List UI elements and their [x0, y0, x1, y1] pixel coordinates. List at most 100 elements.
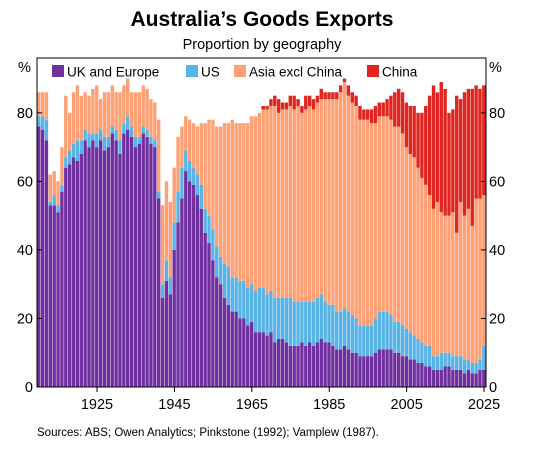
bar-china-1987: [335, 92, 339, 100]
bar-us-1991: [350, 315, 354, 353]
bar-uk-europe-1937: [141, 133, 145, 387]
bar-china-1990: [346, 85, 351, 96]
bar-uk-europe-1950: [191, 184, 196, 387]
bar-asia-2019: [458, 201, 463, 357]
bar-asia-1966: [253, 116, 258, 292]
bar-uk-europe-2020: [462, 373, 467, 387]
bar-china-2014: [439, 81, 443, 213]
bar-us-1977: [296, 301, 300, 346]
bar-us-1981: [311, 301, 316, 346]
bar-us-2004: [400, 325, 405, 357]
bar-us-1939: [149, 136, 153, 144]
bar-us-1996: [369, 325, 374, 357]
bar-asia-1954: [207, 119, 211, 216]
bar-asia-1918: [67, 112, 72, 151]
bar-uk-europe-1960: [230, 311, 234, 387]
bar-asia-1978: [300, 112, 304, 302]
bar-us-1945: [172, 222, 176, 250]
bar-asia-2017: [451, 212, 455, 357]
bar-uk-europe-1983: [319, 339, 323, 387]
bar-uk-europe-1931: [118, 153, 122, 387]
bar-us-2015: [443, 352, 447, 367]
y-tick-label-right: 60: [489, 174, 505, 190]
bar-asia-2001: [389, 119, 393, 316]
bar-us-1986: [331, 304, 335, 346]
bar-uk-europe-1928: [106, 147, 111, 387]
bar-uk-europe-2009: [420, 363, 424, 387]
bar-us-2010: [424, 345, 428, 367]
y-tick-label-right: 20: [489, 311, 505, 327]
bar-us-1923: [87, 133, 91, 148]
bar-us-1921: [79, 140, 83, 154]
bar-asia-1969: [265, 109, 269, 295]
bar-asia-2003: [396, 126, 401, 322]
bar-uk-europe-1919: [71, 157, 76, 387]
bar-uk-europe-2003: [396, 352, 401, 387]
bar-us-1953: [203, 208, 207, 233]
bar-us-1967: [257, 287, 262, 333]
y-tick-label-right: 0: [489, 380, 497, 396]
bar-uk-europe-1918: [67, 164, 72, 387]
bar-china-2022: [470, 88, 474, 226]
bar-us-1941: [156, 191, 161, 199]
bar-asia-1932: [122, 85, 126, 124]
bar-china-2023: [474, 85, 478, 199]
bar-uk-europe-1968: [261, 332, 265, 387]
bar-asia-1943: [164, 181, 169, 261]
bar-china-2007: [412, 105, 416, 158]
bar-us-1980: [307, 301, 312, 343]
bar-uk-europe-1949: [187, 181, 192, 388]
bar-us-1936: [137, 136, 142, 144]
bar-china-2011: [427, 95, 432, 196]
bar-china-1974: [284, 102, 289, 110]
plot-frame: [36, 57, 487, 388]
bar-us-2006: [408, 332, 412, 360]
bar-us-1989: [342, 308, 347, 346]
bar-uk-europe-2010: [424, 366, 428, 387]
bar-us-1944: [168, 277, 173, 295]
bar-uk-europe-1924: [91, 140, 95, 387]
bar-uk-europe-2001: [389, 349, 393, 387]
bars: [37, 78, 486, 388]
legend: UK and Europe US Asia excl China China: [52, 65, 418, 80]
bar-uk-europe-1977: [296, 345, 300, 388]
bar-china-1998: [377, 102, 382, 117]
bar-asia-1997: [373, 123, 378, 319]
bar-china-1972: [276, 99, 281, 113]
bar-uk-europe-1970: [269, 332, 273, 387]
bar-asia-2002: [393, 126, 397, 322]
legend-label-asia: Asia excl China: [249, 65, 343, 80]
bar-china-1996: [369, 109, 374, 124]
bar-us-1969: [265, 294, 269, 336]
bar-asia-1947: [180, 126, 184, 168]
bar-uk-europe-1986: [331, 345, 335, 388]
bar-uk-europe-1920: [75, 160, 80, 387]
y-tick-label-left: 80: [17, 106, 33, 122]
bar-asia-1924: [91, 88, 95, 134]
bar-china-2010: [424, 105, 428, 185]
bar-uk-europe-1971: [273, 342, 277, 387]
bar-asia-2018: [455, 232, 459, 357]
bar-uk-europe-1992: [354, 352, 358, 387]
bar-us-2008: [416, 339, 420, 364]
bar-us-1917: [64, 157, 68, 168]
legend-swatch-china: [367, 65, 379, 77]
bar-us-1988: [338, 311, 343, 350]
bar-china-2000: [385, 99, 389, 117]
y-axis-right: 0 20 40 60 80: [481, 106, 505, 396]
bar-us-1970: [269, 291, 273, 333]
bar-us-1938: [145, 129, 149, 137]
bar-us-1932: [122, 123, 126, 134]
bar-china-1971: [273, 95, 277, 106]
legend-label-china: China: [382, 65, 418, 80]
bar-china-1995: [366, 109, 370, 120]
bar-asia-2010: [424, 184, 428, 346]
bar-uk-europe-1962: [238, 318, 242, 387]
bar-uk-europe-1953: [203, 232, 207, 387]
bar-us-1982: [315, 297, 320, 343]
bar-us-1934: [129, 126, 134, 137]
bar-us-1997: [373, 318, 378, 353]
x-tick-label: 1965: [236, 397, 268, 413]
bar-asia-2022: [470, 225, 474, 364]
bar-us-1920: [75, 140, 80, 161]
